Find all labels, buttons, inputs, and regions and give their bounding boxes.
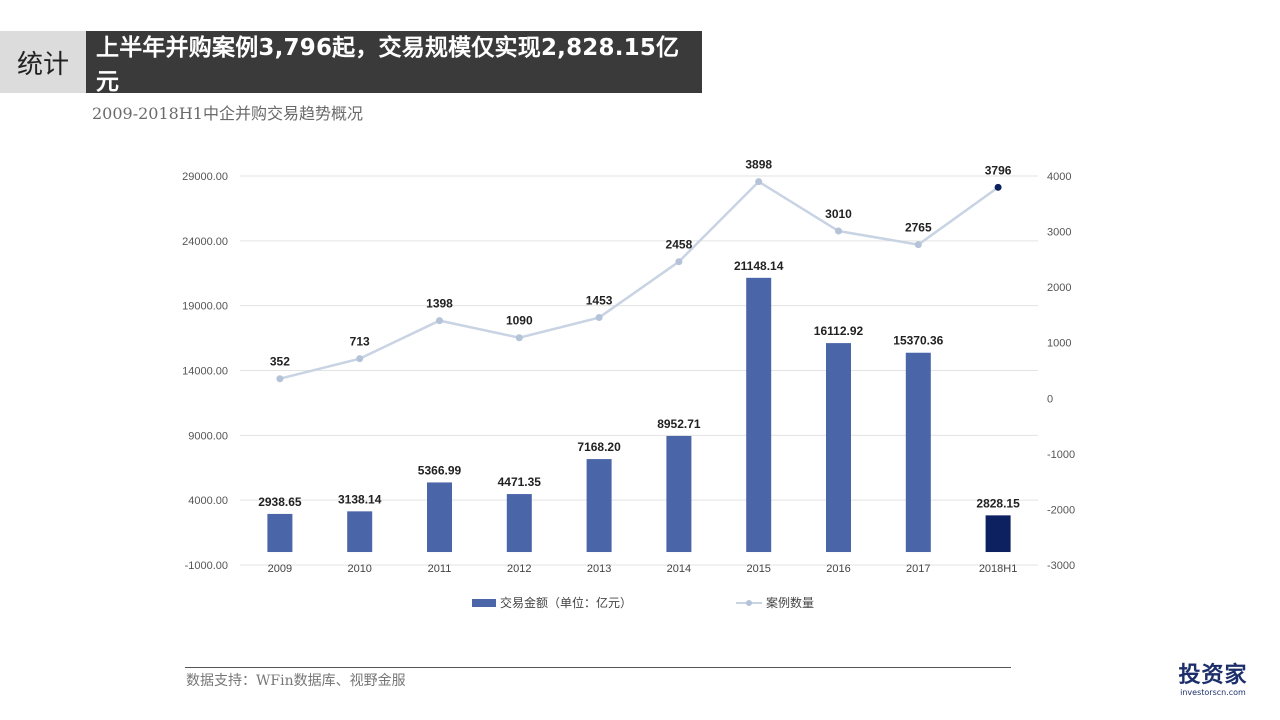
logo-url: investorscn.com [1180,688,1246,697]
bar [586,459,612,553]
line-point [356,355,364,363]
y-left-tick-label: -1000.00 [185,560,228,572]
bar [506,494,532,553]
x-axis: 2009 2010 2011 2012 2013 2014 2015 2016 2017 2018… [268,563,1018,575]
x-tick-label: 2009 [268,563,292,575]
bar-data-label: 5366.99 [418,463,462,477]
bar [985,515,1011,553]
point-data-label: 2765 [905,221,932,235]
point-data-label: 2458 [666,238,693,252]
bar-data-label: 16112.92 [814,324,864,338]
bar-data-label: 2828.15 [976,496,1020,510]
x-tick-label: 2012 [507,563,531,575]
bar-data-label: 7168.20 [577,440,621,454]
x-tick-label: 2011 [428,563,452,575]
point-data-label: 713 [350,335,370,349]
bar-data-label: 2938.65 [258,495,302,509]
chart-subtitle: 2009-2018H1中企并购交易趋势概况 [92,104,363,123]
bar-data-label: 3138.14 [338,492,382,506]
bar-data-label: 4471.35 [498,475,542,489]
bar-data-label: 21148.14 [734,259,784,273]
y-left-tick-label: 29000.00 [182,171,228,183]
bar [347,511,373,553]
x-tick-label: 2013 [587,563,611,575]
bar [666,435,692,553]
page-title: 上半年并购案例3,796起，交易规模仅实现2,828.15亿元 [86,31,702,95]
line-series: 352 713 1398 1090 1453 2458 3898 3010 2765 3796 [270,158,1012,383]
legend-line-marker [746,600,752,606]
point-data-label: 1398 [426,297,453,311]
bar [826,343,851,553]
bar-data-label: 8952.71 [657,417,701,431]
y-right-tick-label: 1000 [1047,338,1071,350]
point-data-label: 352 [270,355,290,369]
y-right-tick-label: -1000 [1047,449,1075,461]
brand-logo: 投资家 investorscn.com [1172,664,1254,698]
series-line [279,180,999,380]
x-tick-label: 2016 [826,563,850,575]
gridlines [240,175,1038,566]
y-left-tick-label: 19000.00 [182,301,228,313]
x-tick-label: 2017 [906,563,930,575]
y-left-tick-label: 14000.00 [182,366,228,378]
y-left-tick-label: 24000.00 [182,236,228,248]
x-tick-label: 2015 [746,563,770,575]
y-right-tick-label: -3000 [1047,560,1075,572]
logo-text: 投资家 [1178,663,1248,688]
x-tick-label: 2010 [347,563,371,575]
y-right-tick-label: 4000 [1047,171,1071,183]
y-left-tick-label: 9000.00 [188,430,228,442]
line-point [675,258,683,266]
x-tick-label: 2014 [667,563,691,575]
legend: 交易金额（单位：亿元） 案例数量 [472,595,814,610]
y-right-axis: -3000 -2000 -1000 0 1000 2000 3000 4000 [1047,171,1075,572]
line-point [436,317,443,325]
y-left-tick-label: 4000.00 [188,495,228,507]
line-point [994,183,1002,191]
bar-series: 2938.65 3138.14 5366.99 4471.35 7168.20 8952.… [258,259,1020,553]
point-data-label: 1090 [506,314,533,328]
x-tick-label: 2018H1 [979,563,1018,575]
legend-bar-label: 交易金额（单位：亿元） [500,595,632,610]
line-point [914,241,922,249]
line-point [835,227,842,235]
y-right-tick-label: 3000 [1047,227,1071,239]
point-data-label: 1453 [586,294,613,308]
legend-line-label: 案例数量 [766,595,814,610]
line-point [595,314,603,322]
y-right-tick-label: 0 [1047,393,1053,405]
point-data-label: 3010 [825,207,852,221]
data-source: 数据支持：WFin数据库、视野金服 [186,673,406,689]
bar [905,352,931,553]
y-right-tick-label: 2000 [1047,282,1071,294]
legend-bar-swatch [472,599,496,607]
point-data-label: 3898 [745,158,772,172]
footer-divider [185,667,1011,668]
bar [746,277,772,553]
bar [427,482,452,553]
line-point [515,334,523,342]
y-right-tick-label: -2000 [1047,504,1075,516]
line-point [755,178,763,186]
section-tag: 统计 [0,31,86,93]
bar-data-label: 15370.36 [893,334,943,348]
y-left-axis: -1000.00 4000.00 9000.00 14000.00 19000.00 24… [182,171,228,572]
line-point [276,375,284,383]
point-data-label: 3796 [985,163,1012,177]
bar [267,513,293,553]
